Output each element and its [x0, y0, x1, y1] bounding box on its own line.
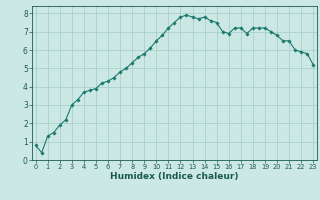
- X-axis label: Humidex (Indice chaleur): Humidex (Indice chaleur): [110, 172, 239, 181]
